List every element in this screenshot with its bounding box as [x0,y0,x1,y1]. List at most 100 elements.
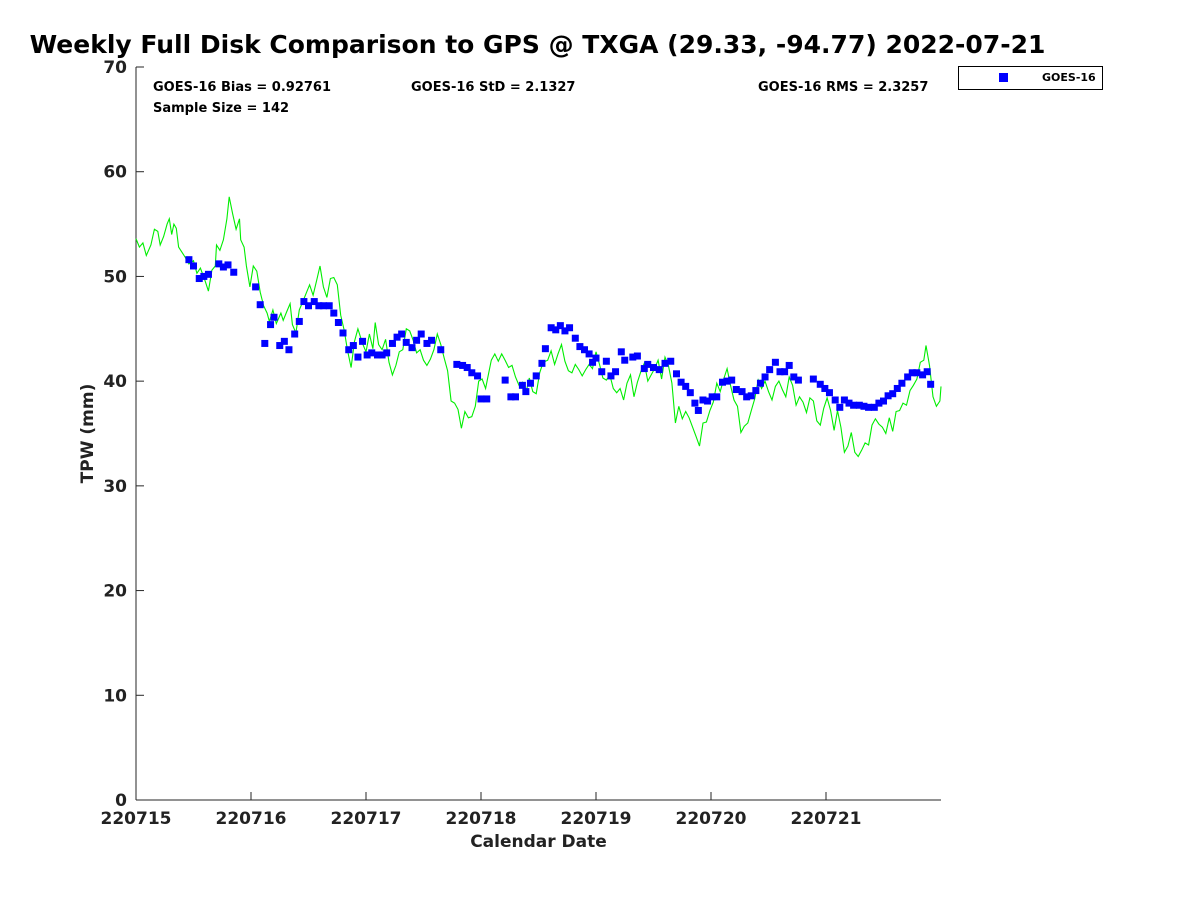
y-tick-label: 20 [103,582,127,602]
goes16-point [790,373,798,381]
goes16-point [547,324,555,332]
goes16-point [518,381,526,389]
goes16-point [437,346,445,354]
goes16-point [459,361,467,369]
gps-line-series [135,196,942,458]
goes16-point [252,283,260,291]
goes16-point [880,397,887,405]
y-tick-label: 10 [103,686,127,706]
goes16-point [913,369,921,377]
goes16-point [898,379,906,387]
goes16-point [417,330,425,338]
goes16-point [785,361,793,369]
y-tick-label: 60 [103,163,127,183]
goes16-point [607,372,615,380]
goes16-point [185,256,193,264]
y-tick-label: 30 [103,477,127,497]
goes16-point [598,368,606,376]
goes16-point [267,321,275,329]
goes16-point [752,387,760,395]
goes16-point [398,330,406,338]
goes16-point [677,378,685,386]
goes16-point [673,370,680,378]
goes16-point [408,344,416,352]
goes16-point [845,399,853,407]
goes16-point [300,298,308,306]
goes16-point [655,366,663,374]
goes16-point [738,388,746,396]
goes16-point [617,348,625,356]
goes16-point [927,380,935,388]
y-tick-label: 0 [115,791,127,811]
goes16-point [633,352,641,360]
goes16-point [667,357,675,365]
goes16-point [295,317,303,325]
goes16-point [388,339,396,347]
goes16-point [374,351,381,359]
goes16-point [836,403,844,411]
goes16-point [893,384,901,392]
goes16-point [809,375,817,383]
goes16-point [571,334,579,342]
goes16-point [865,403,873,411]
goes16-point [276,342,284,350]
goes16-point [463,364,471,372]
goes16-point [855,401,863,409]
x-tick-label: 220721 [791,809,862,829]
goes16-point [339,329,347,337]
goes16-point [428,336,436,344]
legend-label: GOES-16 [1042,71,1096,84]
goes16-point [870,403,878,411]
goes16-point [908,369,916,377]
goes16-point [743,393,751,401]
x-tick-label: 220715 [101,809,172,829]
goes16-point [661,359,669,367]
goes16-point [315,302,323,310]
goes16-point [831,396,839,404]
goes16-point [393,333,401,341]
goes16-point [561,327,569,335]
goes16-point [732,386,740,394]
goes16-point [474,372,482,380]
goes16-point [816,380,824,388]
bias-stat: GOES-16 Bias = 0.92761 [153,80,332,95]
goes16-point [621,356,629,364]
goes16-point [468,369,476,377]
goes16-point [640,365,648,373]
goes16-point [771,358,779,366]
goes16-point [195,275,203,283]
goes16-point [781,368,789,376]
goes16-point [368,349,376,357]
goes16-point [224,261,232,269]
goes16-point [728,376,736,384]
goes16-point [923,368,931,376]
goes16-point [538,359,546,367]
goes16-point [708,393,716,401]
goes16-point [581,346,588,354]
goes16-point [585,350,593,358]
y-tick-label: 70 [103,58,127,78]
goes16-point [526,379,534,387]
goes16-point [280,337,288,345]
goes16-point [566,324,574,332]
goes16-point [919,371,927,379]
goes16-point [821,384,829,392]
goes16-point [483,395,491,403]
goes16-point [378,351,386,359]
goes16-point [650,364,657,372]
goes16-point [602,357,610,365]
goes16-point [230,268,238,276]
goes16-point [423,339,431,347]
goes16-point [354,353,362,361]
goes16-point [383,349,391,357]
x-tick-label: 220716 [216,809,287,829]
goes16-point [694,406,702,414]
goes16-point [860,402,868,410]
goes16-point [359,337,367,345]
goes16-point [884,392,892,400]
goes16-point [319,302,327,310]
y-tick-label: 40 [103,372,127,392]
goes16-point [512,393,519,401]
goes16-point [541,345,549,353]
